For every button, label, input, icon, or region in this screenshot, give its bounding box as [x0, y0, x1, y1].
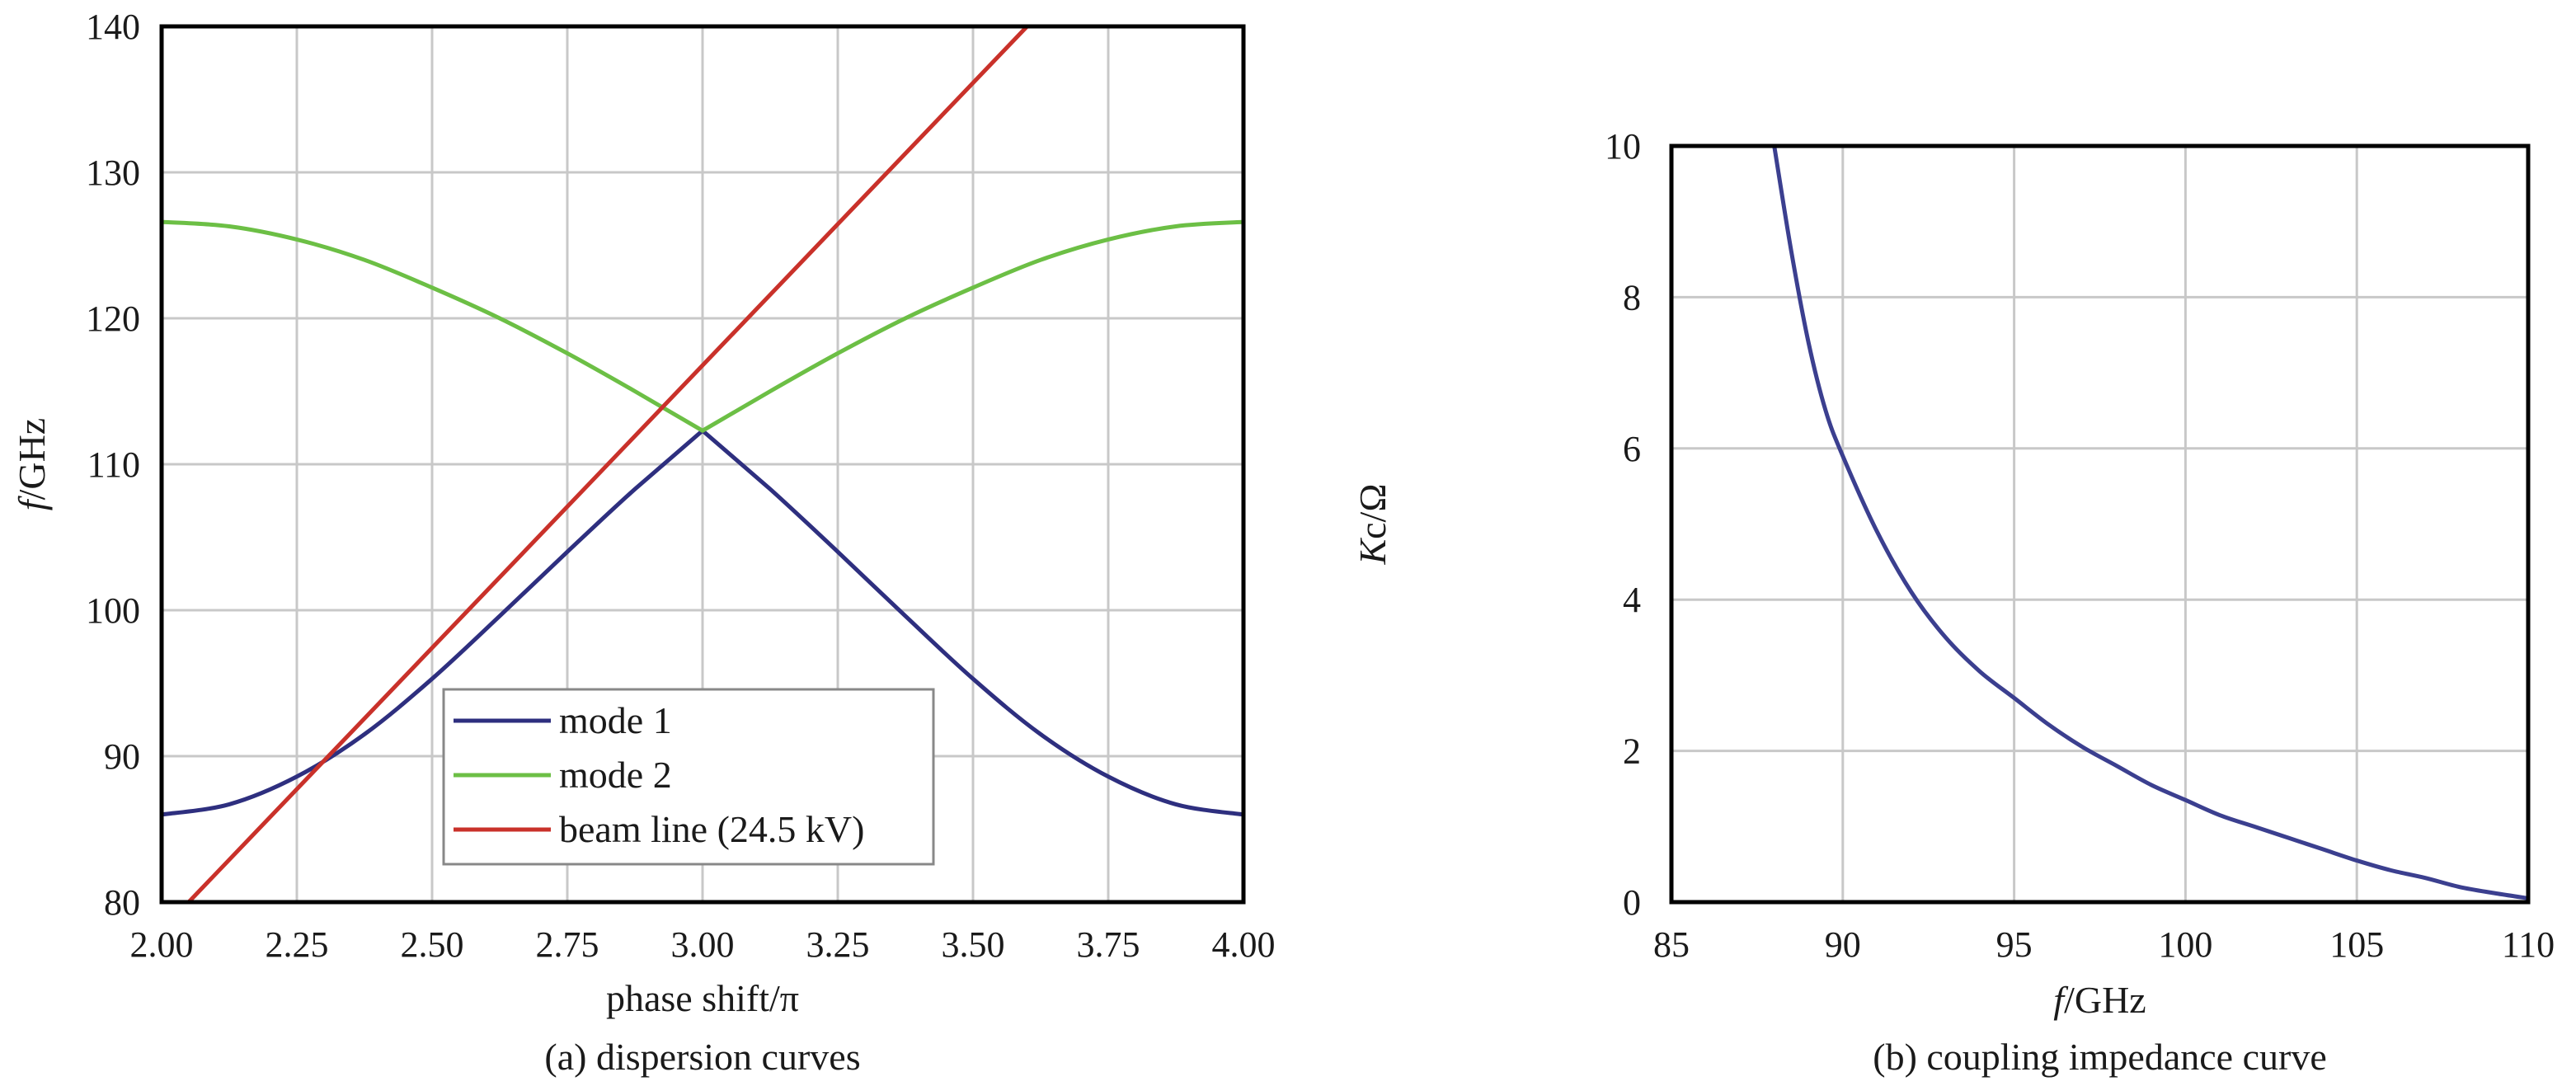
dispersion-x-tick-label: 2.00	[130, 924, 194, 965]
impedance-y-tick-label: 2	[1623, 731, 1641, 772]
impedance-series-group	[1772, 146, 2528, 900]
dispersion-series-group	[162, 26, 1243, 902]
dispersion-x-tick-label: 2.50	[401, 924, 464, 965]
dispersion-x-tick-label: 4.00	[1212, 924, 1276, 965]
impedance-caption: (b) coupling impedance curve	[1873, 1036, 2327, 1078]
dispersion-series-beam-line-24-5-kv	[186, 26, 1029, 902]
dispersion-plot-frame	[159, 24, 1246, 905]
impedance-plot-frame	[1669, 143, 2531, 905]
dispersion-y-tick-labels: 80 90 100 110 120 130 140	[86, 7, 140, 923]
impedance-series-line-0	[1772, 146, 2528, 900]
impedance-x-tick-label: 95	[1996, 924, 2033, 965]
dispersion-x-axis-label: phase shift/π	[606, 977, 799, 1019]
impedance-x-tick-label: 100	[2158, 924, 2212, 965]
dispersion-x-tick-label: 2.25	[266, 924, 329, 965]
dispersion-y-tick-label: 110	[87, 444, 140, 485]
impedance-y-tick-label: 10	[1605, 126, 1641, 167]
dispersion-x-tick-label: 3.75	[1077, 924, 1140, 965]
dispersion-x-tick-labels: 2.00 2.25 2.50 2.75 3.00 3.25 3.50 3.75 4.00	[130, 924, 1276, 965]
dispersion-y-tick-label: 90	[104, 736, 140, 777]
impedance-y-tick-label: 6	[1623, 429, 1641, 469]
dispersion-grid	[160, 25, 1245, 904]
dispersion-y-tick-label: 120	[86, 299, 140, 339]
dispersion-y-tick-label: 100	[86, 590, 140, 631]
impedance-x-tick-label: 85	[1653, 924, 1690, 965]
legend-label-mode-2: mode 2	[559, 754, 672, 796]
dispersion-x-tick-label: 3.00	[671, 924, 735, 965]
impedance-y-tick-labels: 0 2 4 6 8 10	[1605, 126, 1641, 923]
dispersion-series-mode-2	[162, 219, 1243, 433]
impedance-y-axis-label: Kc/Ω	[1351, 483, 1394, 565]
dispersion-x-tick-label: 3.50	[942, 924, 1005, 965]
impedance-y-tick-label: 0	[1623, 882, 1641, 923]
legend-label-mode-1: mode 1	[559, 699, 672, 741]
dispersion-x-tick-label: 3.25	[806, 924, 870, 965]
dispersion-y-tick-label: 80	[104, 882, 140, 923]
dispersion-y-tick-label: 130	[86, 153, 140, 193]
dispersion-caption: (a) dispersion curves	[544, 1036, 860, 1078]
impedance-grid	[1670, 144, 2530, 904]
dispersion-legend: mode 1 mode 2 beam line (24.5 kV)	[442, 688, 935, 866]
dispersion-x-tick-label: 2.75	[536, 924, 599, 965]
legend-label-beam-line-24-5-kv: beam line (24.5 kV)	[559, 808, 864, 850]
impedance-y-tick-label: 4	[1623, 580, 1641, 620]
dispersion-chart: 2.00 2.25 2.50 2.75 3.00 3.25 3.50 3.75 4.00 80 9…	[11, 7, 1276, 1078]
coupling-impedance-chart: 85 90 95 100 105 110 0 2 4 6 8 10 f/GHz Kc/Ω (b) c…	[1351, 126, 2555, 1078]
impedance-x-axis-label: f/GHz	[2053, 979, 2146, 1021]
impedance-y-tick-label: 8	[1623, 277, 1641, 317]
dispersion-y-axis-label: f/GHz	[11, 418, 53, 510]
impedance-x-tick-label: 110	[2502, 924, 2555, 965]
impedance-x-tick-label: 105	[2329, 924, 2384, 965]
impedance-x-tick-labels: 85 90 95 100 105 110	[1653, 924, 2555, 965]
impedance-x-tick-label: 90	[1825, 924, 1861, 965]
dispersion-y-tick-label: 140	[86, 7, 140, 47]
